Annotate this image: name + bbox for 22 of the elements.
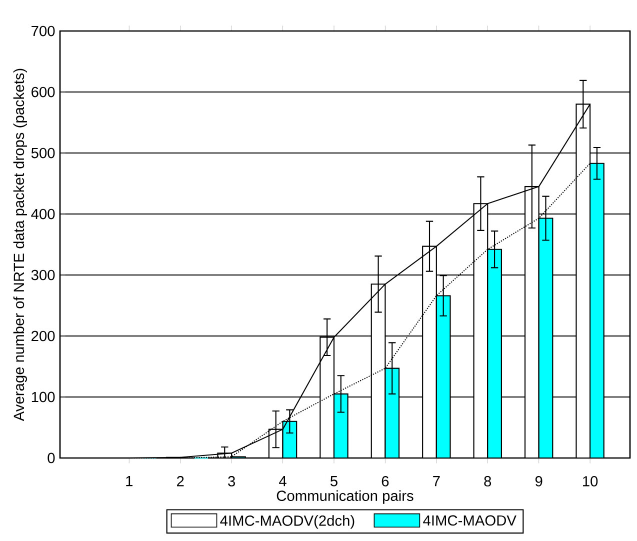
- x-tick-label: 5: [330, 476, 338, 486]
- x-tick-label: 10: [583, 476, 598, 486]
- x-tick-label: 6: [382, 476, 389, 486]
- y-tick-label: 300: [31, 270, 55, 280]
- y-tick-label: 600: [32, 86, 55, 98]
- x-tick-label: 9: [535, 476, 542, 486]
- x-axis-title: Communication pairs: [276, 490, 414, 504]
- x-tick-label: 1: [126, 476, 133, 486]
- y-tick-label: 100: [32, 392, 55, 402]
- y-tick-label: 0: [48, 452, 55, 464]
- y-tick-label: 700: [32, 26, 55, 36]
- y-axis-title: Average number of NRTE data packet drops (packets): [13, 68, 27, 422]
- y-tick-label: 500: [31, 148, 55, 158]
- x-tick-label: 4: [279, 476, 286, 486]
- y-tick-label: 400: [31, 208, 55, 220]
- x-tick-label: 7: [433, 476, 440, 486]
- x-tick-label: 8: [484, 476, 492, 486]
- y-tick-label: 200: [32, 330, 55, 342]
- x-tick-label: 3: [228, 476, 235, 486]
- legend-label: 4IMC-MAODV: [423, 515, 516, 526]
- x-tick-label: 2: [177, 476, 184, 486]
- legend-label: 4IMC-MAODV(2dch): [220, 515, 354, 529]
